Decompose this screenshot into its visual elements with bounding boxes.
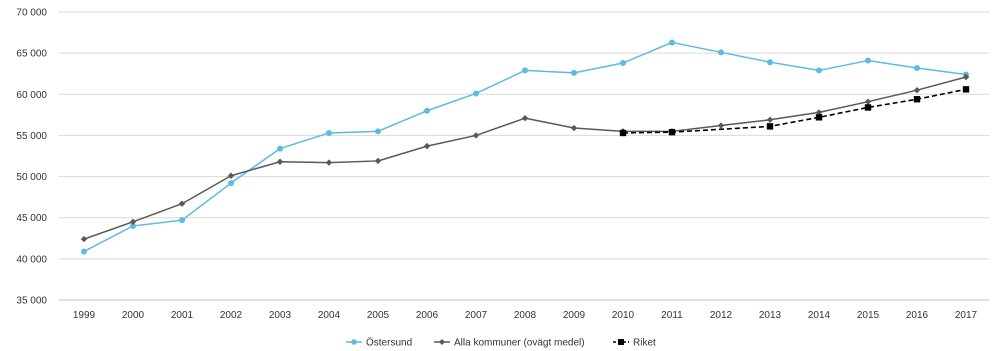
data-point: [227, 172, 235, 179]
y-tick-label: 45 000: [16, 213, 47, 224]
data-point: [80, 235, 88, 243]
data-point: [718, 49, 724, 56]
data-point: [178, 200, 186, 207]
x-tick-label: 2005: [367, 310, 390, 321]
data-point: [620, 60, 626, 67]
data-point: [424, 107, 430, 114]
y-axis-tick-labels: 35 000 40 000 45 000 50 000 55 000 60 000 65 0…: [16, 8, 47, 307]
data-point: [439, 339, 445, 345]
data-point: [179, 217, 185, 224]
x-tick-label: 1999: [73, 310, 96, 321]
data-point: [717, 122, 725, 129]
x-tick-label: 2011: [661, 310, 683, 321]
data-point: [619, 129, 627, 137]
data-point: [962, 73, 970, 81]
legend-label: Alla kommuner (ovägt medel): [454, 338, 585, 349]
data-point: [375, 128, 381, 135]
x-tick-label: 2002: [220, 310, 243, 321]
x-tick-label: 2015: [857, 310, 880, 321]
data-point: [864, 98, 872, 105]
legend-item: Östersund: [346, 337, 412, 349]
data-point: [669, 39, 675, 46]
x-tick-label: 2013: [759, 310, 782, 321]
y-tick-label: 65 000: [16, 49, 47, 60]
data-point: [766, 123, 774, 130]
series-2: [619, 86, 970, 137]
data-point: [864, 104, 872, 111]
y-tick-label: 40 000: [16, 254, 47, 265]
x-tick-label: 2004: [318, 310, 341, 321]
data-point: [228, 180, 234, 187]
data-point: [815, 114, 823, 121]
series-line: [83, 76, 967, 240]
legend-label: Östersund: [366, 337, 412, 349]
data-point: [913, 86, 921, 94]
data-point: [522, 67, 528, 74]
x-tick-label: 2001: [171, 310, 194, 321]
data-point: [325, 159, 333, 166]
x-tick-label: 2003: [269, 310, 292, 321]
y-tick-label: 55 000: [16, 131, 47, 142]
data-point: [130, 222, 136, 229]
series-0: [81, 39, 969, 255]
x-tick-label: 2010: [612, 310, 635, 321]
data-point: [277, 145, 283, 152]
x-tick-label: 2008: [514, 310, 537, 321]
data-point: [962, 86, 970, 93]
data-point: [816, 67, 822, 74]
data-point: [276, 158, 284, 165]
data-point: [351, 339, 357, 345]
data-point: [423, 142, 431, 150]
data-point: [865, 57, 871, 64]
x-axis: 1999 2000 2001 2002 2003 2004 2005 2006 2007 2008…: [59, 299, 989, 321]
x-tick-label: 2012: [710, 310, 733, 321]
data-point: [618, 339, 624, 345]
y-tick-label: 60 000: [16, 90, 47, 101]
data-point: [570, 124, 578, 132]
legend-label: Riket: [633, 338, 656, 349]
legend-item: Riket: [613, 338, 656, 349]
gridlines: [59, 11, 989, 301]
data-point: [81, 248, 87, 255]
x-tick-label: 2000: [122, 310, 145, 321]
data-point: [571, 69, 577, 76]
data-point: [914, 64, 920, 71]
data-point: [668, 128, 676, 136]
x-tick-label: 2017: [955, 310, 978, 321]
data-point: [129, 218, 137, 226]
data-point: [473, 90, 479, 97]
series-group: [80, 39, 970, 255]
data-point: [913, 96, 921, 103]
x-tick-label: 2014: [808, 310, 831, 321]
data-point: [815, 109, 823, 116]
x-tick-label: 2007: [465, 310, 488, 321]
legend-item: Alla kommuner (ovägt medel): [434, 338, 585, 349]
x-tick-label: 2009: [563, 310, 586, 321]
y-tick-label: 50 000: [16, 172, 47, 183]
legend: Östersund Alla kommuner (ovägt medel) Rike…: [346, 337, 656, 349]
data-point: [472, 132, 480, 139]
x-tick-label: 2016: [906, 310, 929, 321]
data-point: [767, 59, 773, 66]
series-line: [622, 88, 967, 134]
series-line: [83, 41, 967, 253]
x-tick-label: 2006: [416, 310, 439, 321]
data-point: [326, 129, 332, 136]
y-tick-label: 35 000: [16, 296, 47, 307]
data-point: [766, 116, 774, 123]
data-point: [374, 157, 382, 165]
data-point: [521, 114, 529, 122]
series-1: [80, 73, 970, 243]
y-tick-label: 70 000: [16, 8, 47, 19]
